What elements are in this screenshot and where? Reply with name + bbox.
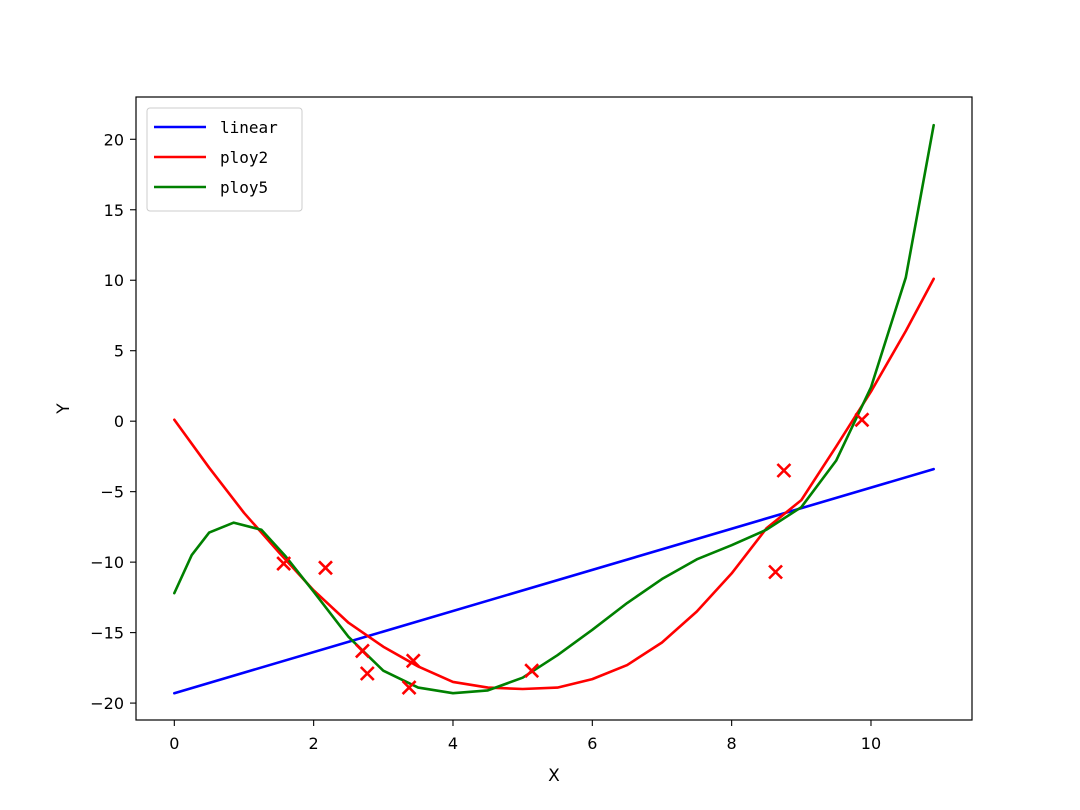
x-tick-label: 4: [448, 734, 458, 753]
legend-label: linear: [220, 118, 278, 137]
y-tick-label: −20: [90, 694, 124, 713]
scatter-point: [768, 564, 783, 580]
scatter-markers: [276, 412, 870, 696]
legend-entry-ploy2: ploy2: [154, 148, 268, 167]
series-lines: [173, 123, 935, 695]
x-tick-label: 6: [587, 734, 597, 753]
scatter-point: [359, 666, 375, 681]
scatter-point: [405, 653, 421, 669]
legend-entry-linear: linear: [154, 118, 278, 137]
x-axis-label: X: [548, 766, 560, 786]
y-tick-label: 5: [114, 342, 124, 361]
y-tick-label: −10: [90, 553, 124, 572]
scatter-point: [354, 643, 370, 659]
y-tick-label: 15: [104, 201, 124, 220]
x-tick-label: 2: [309, 734, 319, 753]
scatter-point: [776, 463, 792, 478]
legend: linear ploy2 ploy5: [146, 107, 303, 212]
x-axis-ticks: 0 2 4 6 8 10: [169, 720, 881, 753]
y-tick-label: 20: [104, 130, 124, 149]
scatter-point: [401, 680, 417, 696]
scatter-point: [854, 412, 870, 428]
y-tick-label: −15: [90, 624, 124, 643]
y-tick-label: 10: [104, 271, 124, 290]
scatter-point: [276, 556, 292, 571]
legend-label: ploy5: [220, 178, 268, 197]
y-tick-label: 0: [114, 412, 124, 431]
y-axis-ticks: −20 −15 −10 −5 0 5 10 15 20: [90, 130, 136, 713]
y-tick-label: −5: [100, 483, 124, 502]
x-tick-label: 10: [861, 734, 881, 753]
x-tick-label: 0: [169, 734, 179, 753]
scatter-point: [318, 560, 333, 576]
scatter-point: [524, 663, 540, 679]
series-line-linear: [173, 467, 935, 695]
x-tick-label: 8: [727, 734, 737, 753]
series-line-ploy5: [173, 123, 935, 695]
y-axis-label: Y: [54, 403, 74, 415]
legend-entry-ploy5: ploy5: [154, 178, 268, 197]
legend-box: [146, 107, 303, 212]
plot-frame: [135, 96, 973, 721]
legend-label: ploy2: [220, 148, 268, 167]
